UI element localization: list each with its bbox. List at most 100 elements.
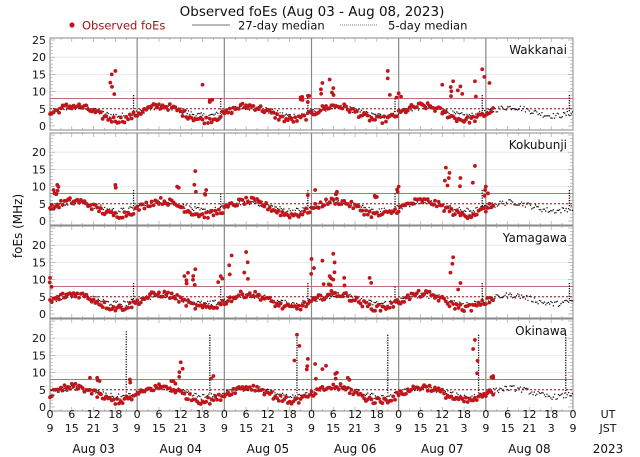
observed-point [313,376,318,381]
observed-point [133,301,138,306]
median-point [285,393,288,396]
observed-point [113,185,118,190]
observed-point [278,213,283,218]
median-point [564,299,566,302]
median-point [464,210,467,213]
observed-point [97,209,101,214]
observed-point [313,201,318,206]
observed-point [245,260,250,265]
x-tick-label-ut: 0 [47,408,54,421]
x-tick-label-ut: 0 [134,408,141,421]
x-tick-label-jst: 3 [286,422,293,435]
median-point [276,299,279,302]
observed-point [113,308,118,313]
observed-point [358,301,363,306]
y-tick-label: 15 [32,68,46,81]
observed-point [184,278,189,283]
median-point [416,201,419,203]
median-point [420,292,422,294]
observed-point [333,372,338,376]
median-point [267,204,270,206]
observed-point [470,180,475,185]
median-point [59,202,61,205]
observed-point [262,204,267,209]
median-point [370,208,373,210]
observed-point [320,258,325,263]
median-point [537,206,539,208]
median-point [63,108,65,111]
observed-point [88,388,92,392]
observed-point [458,184,462,189]
observed-point [487,81,492,85]
median-point [419,202,421,205]
median-point [505,109,508,111]
observed-point [113,402,118,406]
observed-point [458,302,463,307]
median-point [543,115,546,117]
median-point [139,109,141,111]
median-point [65,390,68,392]
observed-point [463,395,468,400]
observed-point [293,304,298,308]
median-point [514,297,516,299]
median-point [383,301,386,304]
median-point [374,113,377,116]
median-point [297,394,299,396]
observed-point [202,121,207,126]
observed-point [296,303,301,308]
observed-point [57,297,61,302]
median-point [126,301,129,303]
observed-point [293,115,298,120]
median-point [209,300,211,302]
median-point [498,204,500,206]
median-point [203,113,205,115]
median-point [545,210,547,212]
observed-point [462,309,466,313]
station-label: Kokubunji [509,138,567,152]
observed-point [155,293,160,298]
observed-point [474,303,479,308]
median-point [131,207,134,209]
median-point [539,392,542,395]
median-point [304,392,307,394]
median-point [539,300,542,302]
median-point [364,394,366,397]
observed-point [227,272,232,277]
observed-point [474,115,479,119]
median-point [332,201,335,203]
median-point [514,390,516,392]
median-point [281,299,284,302]
observed-point [369,215,374,220]
median-point [213,300,215,302]
median-point [121,208,124,210]
median-point [299,394,302,397]
median-point [524,111,527,113]
median-point [513,385,515,387]
median-point [565,114,567,116]
median-point [551,117,553,119]
observed-point [322,107,327,111]
observed-point [236,106,241,111]
station-label: Yamagawa [502,231,567,245]
observed-point [407,297,412,302]
observed-point [302,113,307,118]
observed-point [487,300,492,305]
median-point [478,110,481,113]
median-point [280,299,283,301]
observed-point [54,192,58,196]
median-point [342,202,345,205]
median-point [373,397,375,400]
observed-point [295,332,299,337]
observed-point [75,387,80,391]
observed-point [300,303,305,308]
x-axis: 0 6 12 18 0 6 12 18 0 6 12 18 0 6 12 18 0 6 12 18 0 6 12 18 09 15… [47,408,624,456]
median-point [452,391,454,393]
observed-point [324,363,328,368]
observed-point [276,209,281,213]
observed-point [396,184,401,189]
x-tick-label-jst: 9 [221,422,228,435]
median-point [351,296,354,298]
observed-point [394,95,399,100]
median-point [196,301,199,303]
median-point [531,112,533,114]
